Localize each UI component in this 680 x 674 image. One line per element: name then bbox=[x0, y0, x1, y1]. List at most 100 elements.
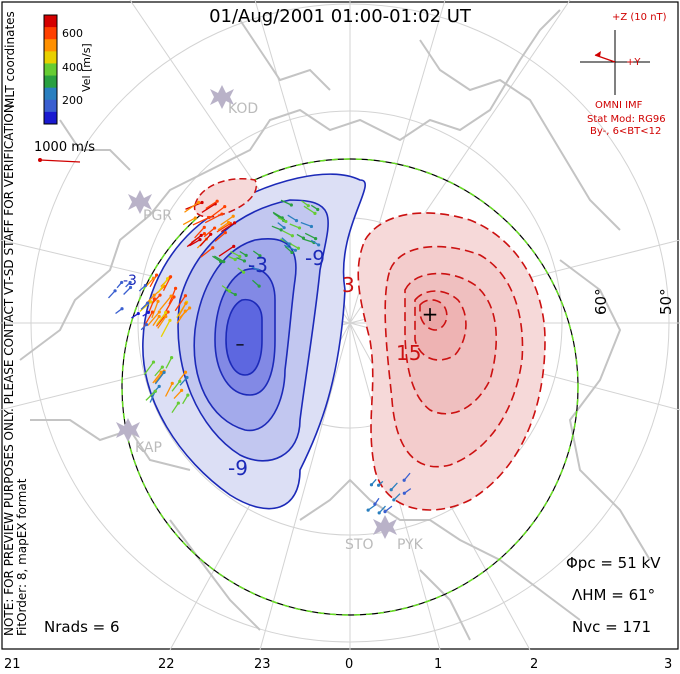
velocity-vector-origin bbox=[376, 483, 381, 487]
velocity-vector-origin bbox=[223, 231, 227, 235]
velocity-vector-origin bbox=[128, 280, 132, 285]
velocity-vector-origin bbox=[282, 226, 286, 230]
velocity-vector-origin bbox=[188, 306, 192, 310]
velocity-vector bbox=[189, 239, 201, 247]
velocity-vector-origin bbox=[150, 310, 155, 314]
velocity-vector bbox=[287, 214, 297, 222]
velocity-vector bbox=[179, 377, 188, 386]
colorbar-label: Vel [m/s] bbox=[80, 43, 93, 92]
velocity-vector-origin bbox=[202, 231, 207, 236]
velocity-vector-origin bbox=[168, 318, 172, 322]
velocity-vector bbox=[147, 311, 160, 326]
velocity-vector bbox=[165, 383, 173, 397]
velocity-vector-origin bbox=[258, 254, 262, 258]
velocity-vector bbox=[186, 234, 202, 248]
velocity-vector-origin bbox=[172, 295, 176, 299]
stat-lambda-hm: ΛHM = 61° bbox=[572, 586, 656, 604]
mlt-label-23: 23 bbox=[254, 657, 271, 672]
velocity-vector-origin bbox=[244, 253, 248, 257]
velocity-vector bbox=[203, 227, 216, 238]
imf-vector-head bbox=[595, 51, 601, 57]
velocity-vector-origin bbox=[185, 375, 189, 380]
velocity-vector bbox=[151, 294, 161, 305]
velocity-vector bbox=[200, 247, 214, 258]
velocity-vector-origin bbox=[306, 204, 310, 208]
velocity-colorbar bbox=[44, 15, 57, 125]
contour-label-neg-1: -3 bbox=[248, 253, 268, 277]
mlt-label-22: 22 bbox=[158, 657, 175, 672]
velocity-vector-origin bbox=[197, 200, 201, 204]
velocity-vector bbox=[230, 250, 241, 258]
velocity-vector-origin bbox=[202, 225, 206, 229]
velocity-vector-origin bbox=[389, 488, 393, 492]
velocity-vector-origin bbox=[153, 389, 157, 393]
velocity-vector-origin bbox=[154, 273, 159, 277]
imf-source: OMNI IMF bbox=[595, 100, 643, 111]
velocity-vector bbox=[164, 296, 175, 314]
velocity-vector bbox=[159, 295, 172, 311]
velocity-vector bbox=[154, 370, 165, 384]
svg-text:STO: STO bbox=[345, 537, 373, 553]
velocity-vector-origin bbox=[220, 212, 224, 216]
imf-condition: By-, 6<BT<12 bbox=[590, 126, 662, 137]
svg-text:KOD: KOD bbox=[228, 101, 258, 117]
velocity-vector-origin bbox=[157, 384, 161, 388]
velocity-vector-origin bbox=[242, 270, 246, 274]
velocity-vector bbox=[123, 287, 131, 295]
velocity-vector-origin bbox=[402, 491, 406, 495]
velocity-vector-origin bbox=[231, 214, 235, 218]
velocity-vector bbox=[199, 233, 212, 247]
preview-note: NOTE: FOR PREVIEW PURPOSES ONLY. PLEASE … bbox=[2, 100, 16, 636]
velocity-vector bbox=[171, 380, 181, 392]
velocity-vector bbox=[160, 320, 171, 338]
velocity-vector bbox=[201, 203, 216, 213]
velocity-vector bbox=[149, 274, 158, 288]
velocity-vector-origin bbox=[290, 250, 294, 255]
velocity-vector-origin bbox=[146, 310, 151, 314]
negative-potential-cell bbox=[142, 173, 366, 510]
colorbar-swatch bbox=[44, 27, 57, 40]
scale-vector-origin bbox=[38, 158, 42, 162]
velocity-vector-origin bbox=[162, 370, 166, 374]
velocity-vector-origin bbox=[136, 311, 140, 316]
velocity-vector-origin bbox=[180, 388, 184, 392]
colorbar-swatch bbox=[44, 75, 57, 89]
mlt-label-21: 21 bbox=[4, 657, 21, 672]
velocity-vector bbox=[162, 276, 172, 291]
contour-label-neg-4: -3 bbox=[123, 273, 137, 289]
scale-vector bbox=[39, 159, 81, 163]
velocity-vector-origin bbox=[178, 379, 182, 383]
velocity-vector-origin bbox=[402, 478, 406, 482]
svg-text:KAP: KAP bbox=[135, 440, 162, 456]
plot-frame bbox=[1, 1, 679, 650]
colorbar-tick-400: 400 bbox=[62, 61, 83, 74]
velocity-vector-origin bbox=[152, 293, 156, 297]
colorbar-swatch bbox=[44, 63, 57, 77]
velocity-vector bbox=[174, 295, 186, 312]
velocity-vector bbox=[289, 242, 299, 249]
velocity-vector-origin bbox=[207, 215, 211, 220]
velocity-vector bbox=[216, 222, 231, 233]
velocity-vector bbox=[289, 223, 300, 229]
mlt-label-0: 0 bbox=[345, 657, 354, 672]
velocity-vector-origin bbox=[157, 314, 161, 319]
velocity-vector-origin bbox=[242, 259, 247, 263]
velocity-vector-origin bbox=[183, 370, 188, 374]
velocity-vector-origin bbox=[164, 314, 168, 319]
velocity-vector bbox=[213, 255, 225, 263]
velocity-vector-origin bbox=[297, 226, 302, 230]
velocity-vector-origin bbox=[287, 242, 291, 246]
scale-label: 1000 m/s bbox=[34, 140, 96, 155]
velocity-vector-origin bbox=[226, 220, 231, 225]
velocity-vector-origin bbox=[209, 232, 213, 236]
velocity-vector-origin bbox=[149, 300, 153, 304]
velocity-vector bbox=[179, 307, 191, 319]
velocity-vector-origin bbox=[193, 216, 197, 220]
velocity-vector-origin bbox=[317, 243, 321, 247]
velocity-vector-origin bbox=[173, 286, 178, 290]
velocity-vector-origin bbox=[232, 244, 236, 248]
velocity-vector bbox=[304, 232, 316, 240]
velocity-vector-origin bbox=[145, 301, 150, 305]
velocity-vector-origin bbox=[279, 228, 283, 232]
latitude-label-50: 50° bbox=[657, 288, 675, 315]
